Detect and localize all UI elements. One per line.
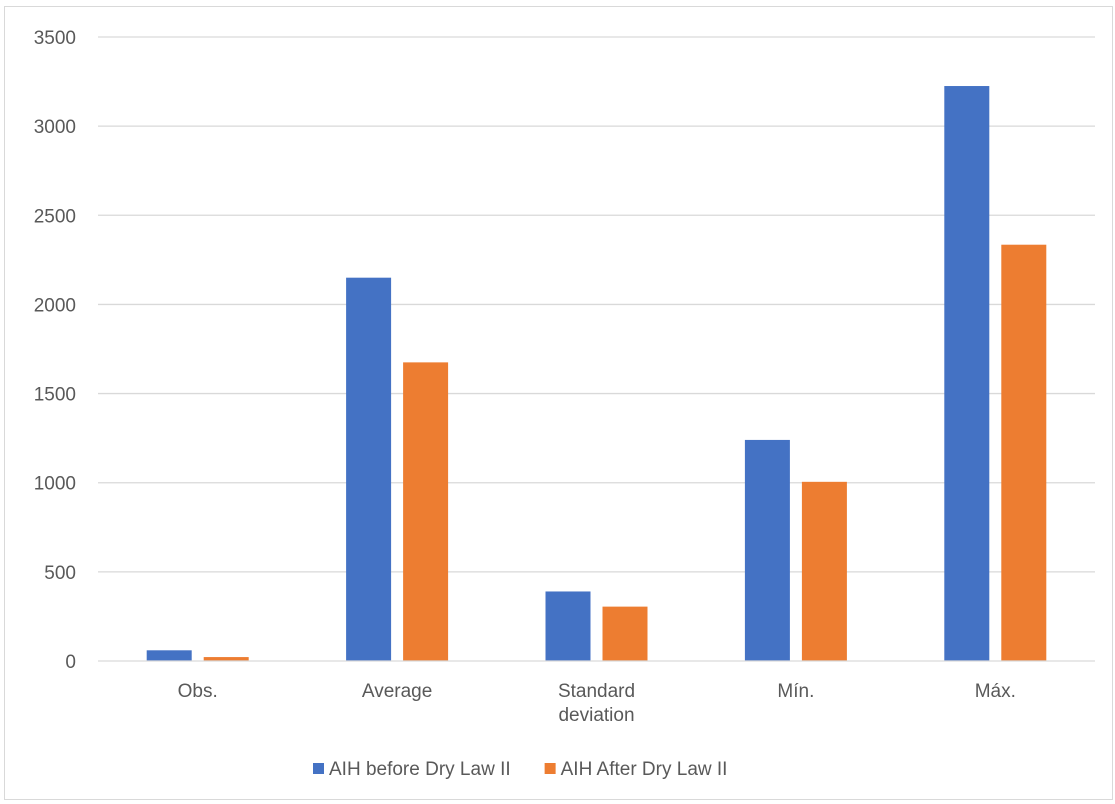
bar-after-0: [203, 657, 249, 661]
bar-after-2: [602, 606, 648, 661]
y-tick-label: 500: [44, 563, 76, 584]
bar-before-1: [346, 277, 392, 661]
x-category-label: Máx.: [975, 681, 1016, 702]
legend-label-0: AIH before Dry Law II: [329, 759, 511, 780]
legend-label-1: AIH After Dry Law II: [561, 759, 728, 780]
bar-after-3: [801, 481, 847, 661]
legend-swatch-0: [313, 763, 324, 774]
y-tick-label: 1000: [34, 474, 76, 495]
bar-after-1: [403, 362, 449, 661]
x-category-label: Mín.: [777, 681, 814, 702]
x-category-label: Average: [362, 681, 432, 702]
bar-before-2: [545, 591, 591, 661]
legend: AIH before Dry Law II AIH After Dry Law I…: [313, 759, 727, 780]
grid-lines: [98, 36, 1095, 573]
y-tick-label: 0: [65, 652, 76, 673]
bar-before-0: [146, 650, 192, 661]
y-tick-label: 3500: [34, 28, 76, 49]
x-category-label: Obs.: [178, 681, 218, 702]
y-axis-tick-labels: 0 500 1000 1500 2000 2500 3000 3500: [34, 28, 76, 673]
y-tick-label: 2500: [34, 206, 76, 227]
bar-after-4: [1001, 244, 1047, 661]
y-tick-label: 2000: [34, 295, 76, 316]
bar-before-4: [944, 86, 990, 662]
y-tick-label: 3000: [34, 117, 76, 138]
x-axis-category-labels: Obs. Average Standard deviation Mín. Máx.: [178, 681, 1016, 726]
legend-swatch-1: [544, 763, 556, 774]
chart-frame: [4, 6, 1113, 800]
x-category-label: Standard: [558, 681, 635, 702]
y-tick-label: 1500: [34, 385, 76, 406]
bar-before-3: [744, 439, 790, 661]
bars: [146, 86, 1047, 662]
x-category-label: deviation: [558, 705, 634, 726]
